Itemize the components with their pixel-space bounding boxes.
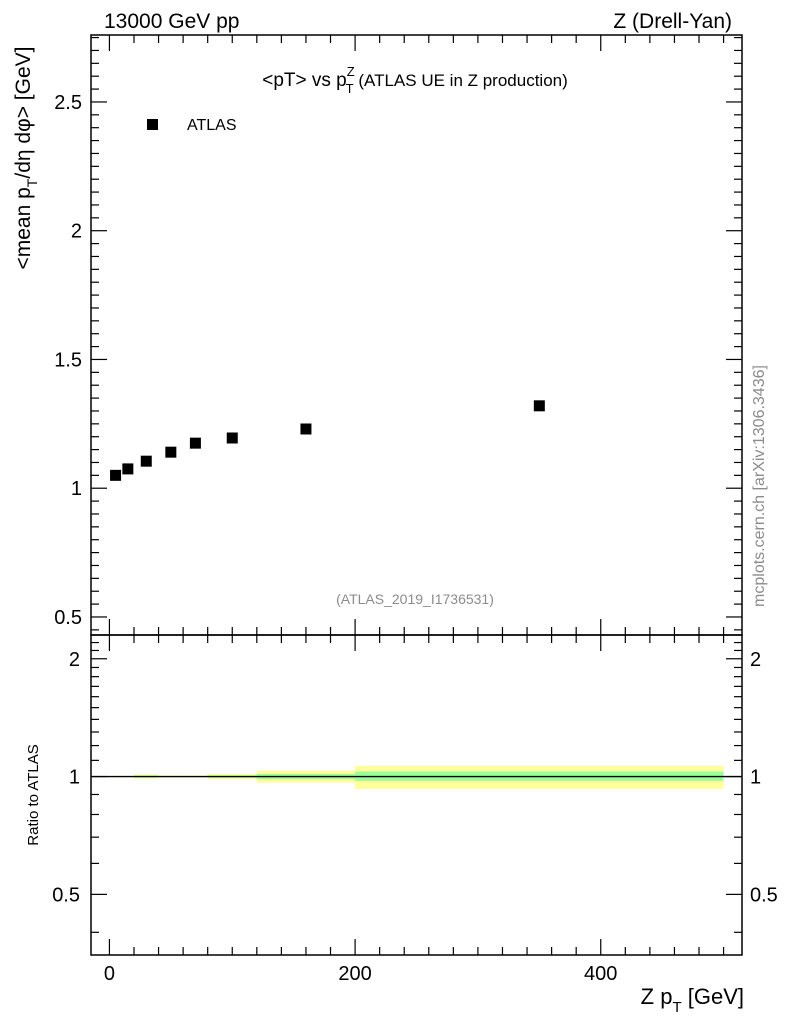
ylabel-sub: T <box>24 178 40 187</box>
data-point-7 <box>533 400 545 412</box>
data-point-5 <box>226 432 238 444</box>
y-tick-label-2: 1.5 <box>54 349 82 371</box>
header-left: 13000 GeV pp <box>104 10 239 33</box>
xlabel-sub: T <box>672 999 681 1016</box>
ratio-y-tick-label-left-2: 2 <box>69 649 80 671</box>
data-point-2 <box>140 455 152 467</box>
header-right: Z (Drell-Yan) <box>613 10 732 33</box>
y-tick-label-0: 0.5 <box>54 607 82 629</box>
ylabel-post: /dη dφ> [GeV] <box>12 47 35 179</box>
plot-title: <pT> vs pZ T (ATLAS UE in Z production) <box>262 64 568 96</box>
ratio-y-tick-label-right-1: 1 <box>750 767 761 789</box>
legend-marker-atlas <box>147 119 158 130</box>
analysis-tag: (ATLAS_2019_I1736531) <box>336 591 494 607</box>
xlabel-pre: Z p <box>641 984 673 1009</box>
data-point-3 <box>165 446 177 458</box>
legend-label-atlas: ATLAS <box>187 117 237 134</box>
ratio-bands <box>109 765 724 789</box>
data-point-0 <box>110 469 122 481</box>
y-axis-label: <mean pT/dη dφ> [GeV] <box>12 47 40 270</box>
y-tick-label-1: 1 <box>71 478 82 500</box>
data-point-6 <box>300 423 312 435</box>
x-tick-label-1: 200 <box>338 963 371 985</box>
ratio-y-tick-label-left-1: 1 <box>69 767 80 789</box>
x-tick-label-0: 0 <box>104 963 115 985</box>
ylabel-pre: <mean p <box>12 187 35 269</box>
ratio-plot-frame <box>90 634 743 956</box>
ratio-y-tick-label-left-0: 0.5 <box>52 884 80 906</box>
title-sup: Z <box>347 64 355 79</box>
title-post: (ATLAS UE in Z production) <box>354 71 568 90</box>
title-pre: <pT> vs p <box>262 70 347 91</box>
y-tick-label-3: 2 <box>71 221 82 243</box>
axis-ticks <box>91 35 742 955</box>
data-points <box>110 400 545 481</box>
mcplots-side-label: mcplots.cern.ch [arXiv:1306.3436] <box>751 365 768 607</box>
title-sub: T <box>346 81 354 96</box>
xlabel-post: [GeV] <box>682 984 744 1009</box>
y-tick-label-4: 2.5 <box>54 92 82 114</box>
x-tick-label-2: 400 <box>584 963 617 985</box>
x-axis-label: Z pT [GeV] <box>641 984 744 1016</box>
ratio-y-tick-label-right-0: 0.5 <box>750 884 778 906</box>
ratio-y-tick-label-right-2: 2 <box>750 649 761 671</box>
ratio-y-axis-label: Ratio to ATLAS <box>25 744 42 845</box>
data-point-1 <box>122 463 134 475</box>
axis-tick-labels: 0 200 400 0.5 1 1.5 2 2.5 0.5 0.5 1 1 2 2 <box>52 92 778 985</box>
data-point-4 <box>189 437 201 449</box>
